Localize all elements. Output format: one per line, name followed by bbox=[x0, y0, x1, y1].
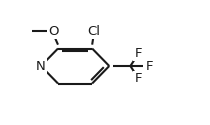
Text: F: F bbox=[135, 72, 142, 85]
Text: F: F bbox=[135, 47, 142, 60]
Text: F: F bbox=[146, 60, 154, 72]
Text: Cl: Cl bbox=[87, 25, 100, 38]
Text: N: N bbox=[36, 60, 46, 72]
Text: O: O bbox=[48, 25, 58, 38]
